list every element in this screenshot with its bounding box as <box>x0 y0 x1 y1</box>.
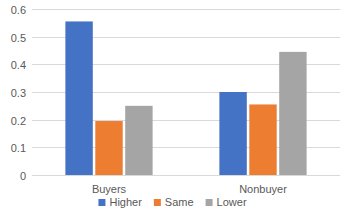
chart-svg: 0 0.1 0.2 0.3 0.4 0.5 0.6 Buyers Nonbuyer Higher S… <box>0 0 345 211</box>
chart-container: 0 0.1 0.2 0.3 0.4 0.5 0.6 Buyers Nonbuyer Higher S… <box>0 0 345 211</box>
grid <box>32 10 340 176</box>
grid-line <box>32 175 340 176</box>
x-tick-label: Nonbuyer <box>239 183 287 195</box>
y-tick-label: 0.3 <box>11 87 26 99</box>
bars <box>65 21 306 175</box>
bar <box>279 52 306 175</box>
bar <box>65 21 92 175</box>
y-tick-label: 0.1 <box>11 142 26 154</box>
legend-label: Same <box>165 196 194 208</box>
y-tick-label: 0 <box>20 170 26 182</box>
y-tick-label: 0.2 <box>11 115 26 127</box>
y-tick-label: 0.6 <box>11 4 26 16</box>
bar <box>249 104 276 175</box>
legend-swatch <box>98 199 105 206</box>
legend-label: Higher <box>109 196 142 208</box>
bar <box>95 121 122 175</box>
legend-label: Lower <box>217 196 247 208</box>
legend: Higher Same Lower <box>98 196 246 208</box>
bar <box>125 106 152 175</box>
grid-line <box>32 9 340 10</box>
legend-swatch <box>154 199 161 206</box>
x-tick-label: Buyers <box>92 183 127 195</box>
legend-swatch <box>206 199 213 206</box>
bar <box>219 92 246 175</box>
y-tick-label: 0.4 <box>11 59 26 71</box>
y-tick-label: 0.5 <box>11 32 26 44</box>
